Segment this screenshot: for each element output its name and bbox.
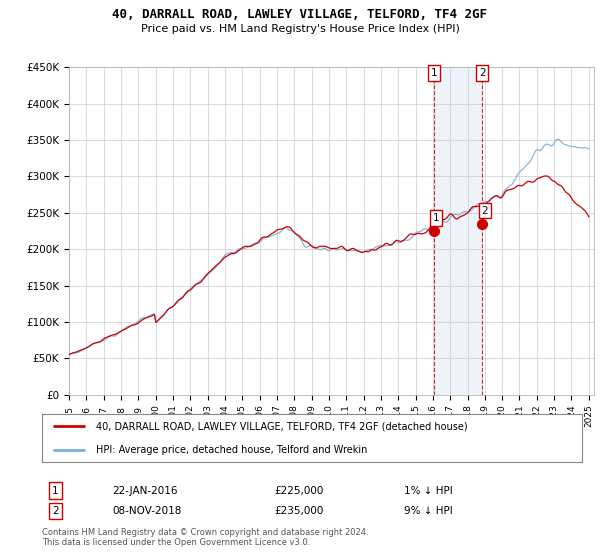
Text: 08-NOV-2018: 08-NOV-2018 (112, 506, 182, 516)
Text: 2: 2 (52, 506, 59, 516)
Text: 2: 2 (482, 206, 488, 216)
Text: 40, DARRALL ROAD, LAWLEY VILLAGE, TELFORD, TF4 2GF (detached house): 40, DARRALL ROAD, LAWLEY VILLAGE, TELFOR… (96, 421, 467, 431)
Text: 1: 1 (52, 486, 59, 496)
Text: £235,000: £235,000 (274, 506, 323, 516)
Text: HPI: Average price, detached house, Telford and Wrekin: HPI: Average price, detached house, Telf… (96, 445, 367, 455)
Text: 1: 1 (430, 68, 437, 78)
Text: 1% ↓ HPI: 1% ↓ HPI (404, 486, 452, 496)
Text: 9% ↓ HPI: 9% ↓ HPI (404, 506, 452, 516)
Text: 40, DARRALL ROAD, LAWLEY VILLAGE, TELFORD, TF4 2GF: 40, DARRALL ROAD, LAWLEY VILLAGE, TELFOR… (113, 8, 487, 21)
Text: Contains HM Land Registry data © Crown copyright and database right 2024.
This d: Contains HM Land Registry data © Crown c… (42, 528, 368, 547)
Text: 2: 2 (479, 68, 485, 78)
Text: 22-JAN-2016: 22-JAN-2016 (112, 486, 178, 496)
Text: 1: 1 (433, 213, 440, 223)
Bar (434, 67, 482, 395)
Text: Price paid vs. HM Land Registry's House Price Index (HPI): Price paid vs. HM Land Registry's House … (140, 24, 460, 34)
Text: £225,000: £225,000 (274, 486, 323, 496)
